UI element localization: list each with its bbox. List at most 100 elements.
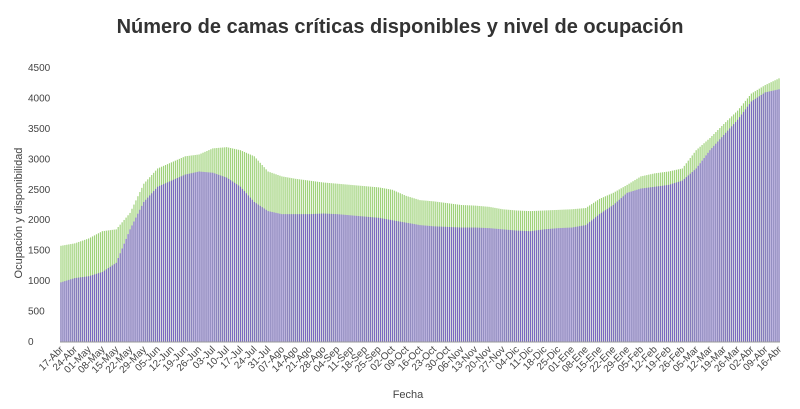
occupied-bar [581, 225, 583, 342]
occupied-bar [671, 183, 674, 342]
occupied-bar [561, 227, 563, 342]
occupied-bar [115, 262, 117, 342]
occupied-bar [565, 227, 567, 342]
occupied-bar [101, 271, 103, 342]
occupied-bar [658, 186, 660, 342]
occupied-bar [170, 180, 173, 342]
occupied-bar [498, 229, 500, 342]
occupied-bar [654, 186, 656, 342]
occupied-bar [117, 258, 119, 342]
occupied-bar [705, 155, 707, 342]
occupied-bar [362, 216, 364, 342]
occupied-bar [695, 168, 697, 342]
occupied-bar [70, 279, 72, 342]
occupied-bar [269, 211, 271, 342]
occupied-bar [571, 227, 573, 342]
occupied-bar [474, 227, 476, 342]
occupied-bar [746, 106, 749, 343]
occupied-bar [401, 221, 403, 342]
occupied-bar [372, 217, 374, 342]
occupied-bar [243, 191, 246, 342]
occupied-bar [539, 229, 541, 342]
occupied-bar [640, 188, 642, 342]
occupied-bar [399, 221, 401, 342]
occupied-bar [563, 227, 565, 342]
occupied-bar [111, 265, 113, 342]
occupied-bar [326, 213, 328, 342]
occupied-bar [689, 173, 691, 342]
occupied-bar [235, 184, 238, 342]
occupied-bar [669, 184, 672, 342]
occupied-bar [370, 217, 372, 342]
y-tick-label: 500 [28, 307, 45, 318]
occupied-bar [336, 214, 338, 342]
occupied-bar [535, 230, 537, 342]
occupied-bar [415, 224, 417, 342]
y-tick-label: 1000 [28, 276, 51, 287]
occupied-bar [204, 172, 206, 342]
occupied-bar [107, 268, 109, 342]
occupied-bar [620, 198, 622, 342]
occupied-bar [220, 175, 222, 342]
occupied-bar [374, 217, 376, 342]
y-tick-label: 3000 [28, 154, 51, 165]
occupied-bar [271, 211, 273, 342]
occupied-bar [328, 213, 330, 342]
occupied-bar [447, 226, 449, 342]
occupied-bar [504, 229, 506, 342]
occupied-bar [368, 216, 370, 342]
occupied-bar [133, 221, 135, 342]
occupied-bar [456, 227, 459, 342]
y-tick-label: 0 [28, 337, 34, 348]
occupied-bar [630, 191, 632, 342]
occupied-bar [518, 230, 520, 342]
occupied-bar [348, 215, 350, 342]
y-tick-label: 4500 [28, 63, 51, 74]
occupied-bar [230, 180, 232, 342]
occupied-bar [186, 174, 188, 342]
occupied-bar [445, 226, 447, 342]
occupied-bar [681, 180, 683, 342]
occupied-bar [174, 178, 176, 342]
occupied-bar [638, 189, 640, 342]
occupied-bar [740, 114, 743, 342]
occupied-bar [512, 230, 514, 342]
occupied-bar [232, 181, 234, 342]
occupied-bar [109, 266, 111, 342]
occupied-bar [358, 216, 360, 342]
occupied-bar [776, 89, 778, 342]
occupied-bar [127, 234, 129, 342]
occupied-bar [764, 92, 766, 342]
occupied-bar [648, 187, 650, 342]
occupied-bar [275, 212, 277, 342]
occupied-bar [433, 226, 435, 342]
occupied-bar [508, 229, 510, 342]
occupied-bar [665, 185, 668, 342]
occupied-bar [738, 117, 741, 343]
occupied-bar [332, 213, 334, 342]
occupied-bar [754, 98, 756, 342]
y-tick-labels: 0 500 1000 1500 2000 2500 3000 3500 4000 4500 [28, 63, 51, 348]
occupied-bar [774, 90, 776, 343]
occupied-bar [342, 214, 344, 342]
occupied-bar [89, 275, 92, 342]
occupied-bar [208, 172, 210, 342]
occupied-bar [352, 215, 354, 342]
occupied-bar [744, 109, 747, 342]
occupied-bar [480, 227, 482, 342]
occupied-bar [583, 225, 585, 342]
occupied-bar [602, 211, 605, 342]
occupied-bar [161, 184, 163, 342]
occupied-bar [423, 225, 425, 342]
occupied-bar [287, 214, 289, 342]
occupied-bar [303, 214, 305, 342]
occupied-bar [673, 183, 676, 342]
occupied-bar [409, 223, 411, 342]
occupied-bar [667, 184, 670, 342]
occupied-bar [224, 176, 226, 342]
occupied-bar [316, 213, 319, 342]
occupied-bar [80, 277, 82, 342]
occupied-bar [731, 126, 733, 342]
occupied-bar [675, 182, 678, 342]
